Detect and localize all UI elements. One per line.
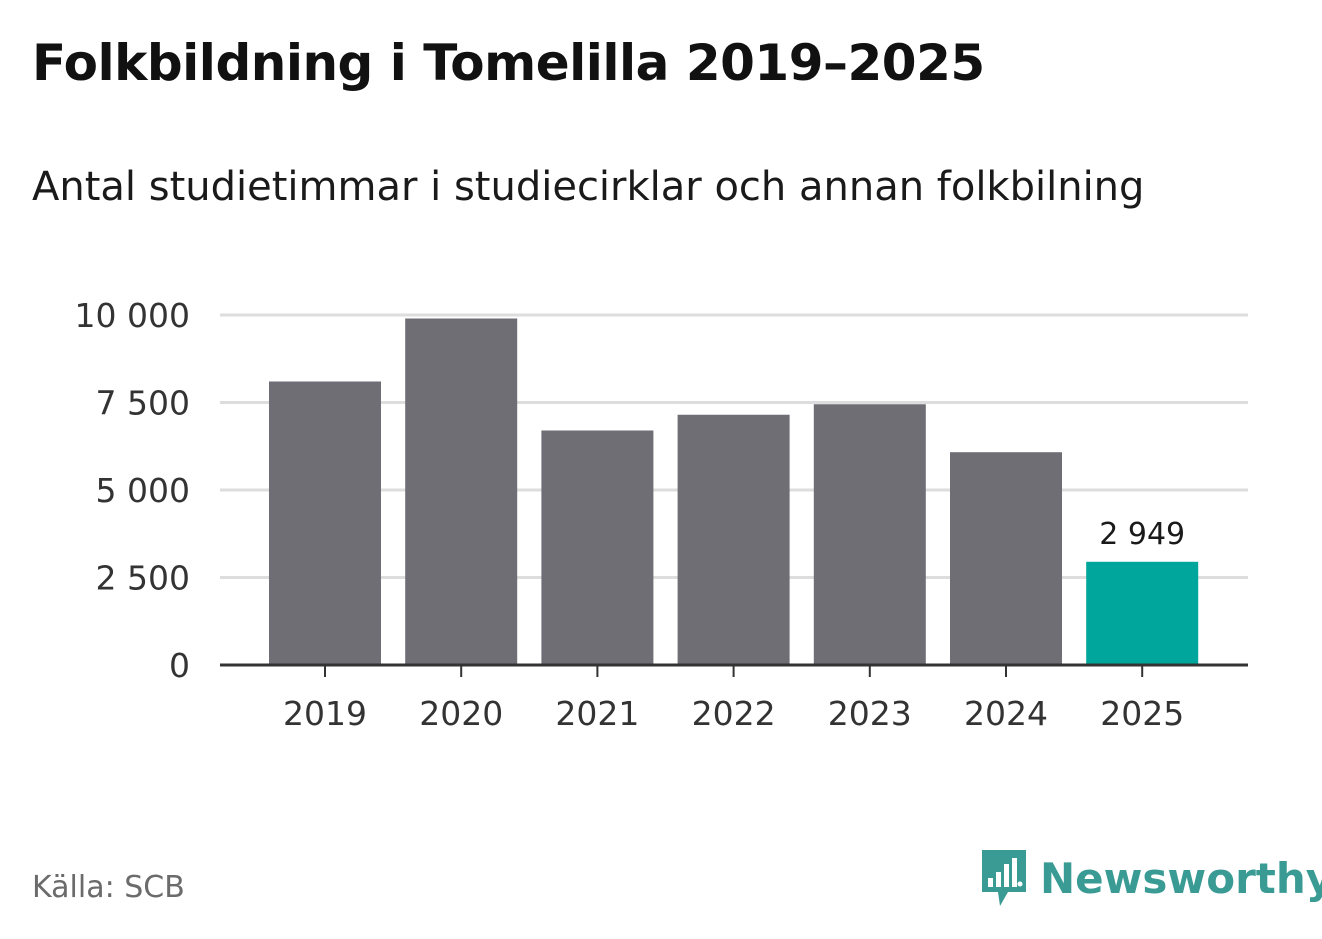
- x-tick-label: 2021: [555, 694, 639, 733]
- y-tick-label: 0: [169, 646, 190, 685]
- bar-chart-speech-bubble-icon: [982, 850, 1026, 906]
- labels: 0 2 500 5 000 7 500 10 000 2019 2020 2021 2022 20…: [75, 296, 1186, 733]
- y-tick-label: 7 500: [96, 384, 190, 423]
- bar-2024: [950, 452, 1062, 665]
- y-tick-label: 10 000: [75, 296, 190, 335]
- bar-2019: [269, 381, 381, 665]
- x-tick-label: 2025: [1100, 694, 1184, 733]
- y-tick-label: 5 000: [96, 471, 190, 510]
- x-tick-label: 2022: [692, 694, 776, 733]
- chart-subtitle: Antal studietimmar i studiecirklar och a…: [32, 164, 1145, 210]
- y-tick-label: 2 500: [96, 559, 190, 598]
- x-tick-label: 2019: [283, 694, 367, 733]
- bar-2020: [405, 318, 518, 665]
- chart-title: Folkbildning i Tomelilla 2019–2025: [32, 34, 985, 92]
- bar-2021: [541, 430, 654, 665]
- brand-name: Newsworthy: [1040, 853, 1322, 903]
- bar-2025: [1086, 561, 1199, 665]
- brand-logo: Newsworthy: [980, 848, 1322, 908]
- x-tick-label: 2024: [964, 694, 1048, 733]
- bar-2022: [677, 414, 790, 665]
- axes: [220, 663, 1248, 677]
- source-note: Källa: SCB: [32, 870, 185, 905]
- x-tick-label: 2023: [828, 694, 912, 733]
- bar-2023: [813, 404, 926, 665]
- bars: [269, 318, 1199, 665]
- data-label: 2 949: [1099, 517, 1185, 552]
- x-tick-label: 2020: [419, 694, 503, 733]
